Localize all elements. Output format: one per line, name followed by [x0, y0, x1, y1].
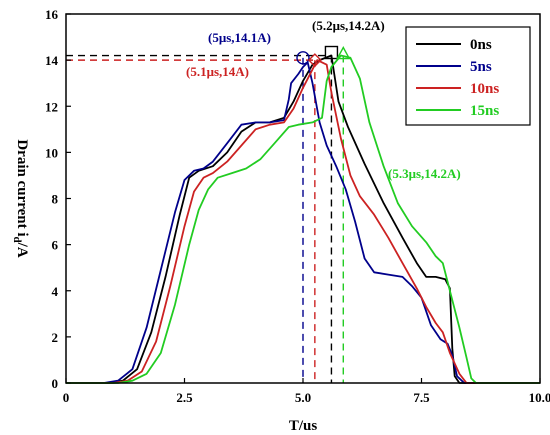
y-tick: 6 — [52, 238, 71, 253]
y-tick: 10 — [45, 145, 71, 160]
x-axis-label: T/us — [289, 418, 318, 434]
y-tick-label: 12 — [45, 99, 58, 114]
y-tick-label: 10 — [45, 145, 58, 160]
x-tick-label: 0 — [63, 390, 70, 405]
annotation-marker — [336, 46, 351, 60]
x-tick: 0 — [63, 378, 70, 405]
y-axis-label-unit: /A — [14, 242, 30, 258]
series-line-10ns — [66, 59, 540, 384]
y-tick-label: 2 — [52, 330, 59, 345]
y-axis-label: Drain current id/A — [11, 139, 30, 258]
legend-label: 10ns — [470, 81, 499, 97]
annotation-label: (5μs,14.1A) — [208, 30, 271, 45]
y-axis-label-main: Drain current i — [14, 139, 30, 236]
legend-item: 15ns — [416, 103, 499, 119]
legend-label: 5ns — [470, 59, 492, 75]
series-line-0ns — [66, 54, 540, 384]
x-tick: 10.0 — [529, 378, 550, 405]
x-tick-label: 2.5 — [176, 390, 193, 405]
legend-item: 5ns — [416, 59, 492, 75]
y-tick: 4 — [52, 284, 71, 299]
legend: 0ns 5ns 10ns 15ns — [405, 26, 531, 126]
y-tick-label: 4 — [52, 284, 59, 299]
plot-layer — [66, 54, 540, 384]
x-tick-label: 10.0 — [529, 390, 550, 405]
y-tick: 16 — [45, 7, 71, 22]
axes-layer: 0 2.5 5.0 7.5 10.0 0 2 4 6 8 10 12 14 16 T/us Drain … — [11, 7, 550, 434]
y-axis-label-sub: d — [11, 237, 23, 243]
annotation-marker — [307, 53, 322, 68]
x-tick: 7.5 — [413, 378, 430, 405]
legend-label: 15ns — [470, 103, 499, 119]
series-line-5ns — [66, 61, 540, 384]
y-tick: 2 — [52, 330, 71, 345]
y-tick: 12 — [45, 99, 71, 114]
x-tick-label: 5.0 — [295, 390, 311, 405]
y-tick: 14 — [45, 53, 71, 68]
x-tick: 5.0 — [295, 378, 311, 405]
y-axis-ticks: 0 2 4 6 8 10 12 14 16 — [45, 7, 71, 391]
y-tick: 8 — [52, 192, 71, 207]
y-tick: 0 — [52, 376, 71, 391]
legend-item: 10ns — [416, 81, 499, 97]
annotation-label: (5.3μs,14.2A) — [388, 166, 461, 181]
legend-label: 0ns — [470, 37, 492, 53]
annotation-label: (5.2μs,14.2A) — [312, 18, 385, 33]
y-tick-label: 8 — [52, 192, 59, 207]
y-tick-label: 6 — [52, 238, 59, 253]
annotation-marker — [296, 51, 310, 65]
annotation-layer: (5μs,14.1A) (5.1μs,14A) (5.2μs,14.2A) (5.3μ… — [186, 18, 461, 181]
y-tick-label: 0 — [52, 376, 59, 391]
legend-item: 0ns — [416, 37, 492, 53]
y-tick-label: 14 — [45, 53, 59, 68]
annotation-marker — [324, 45, 339, 60]
y-tick-label: 16 — [45, 7, 59, 22]
x-tick-label: 7.5 — [413, 390, 430, 405]
x-axis-ticks: 0 2.5 5.0 7.5 10.0 — [63, 378, 550, 405]
x-tick: 2.5 — [176, 378, 193, 405]
series-line-15ns — [66, 54, 540, 384]
annotation-label: (5.1μs,14A) — [186, 64, 249, 79]
